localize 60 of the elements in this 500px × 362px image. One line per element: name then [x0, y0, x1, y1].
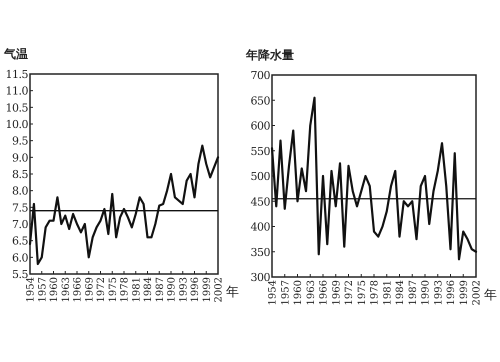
x-tick-label: 1954	[268, 280, 278, 306]
x-tick-label: 2002	[214, 277, 224, 302]
y-tick-label: 9.5	[12, 134, 28, 148]
x-tick-label: 1981	[131, 277, 142, 302]
y-tick-label: 400	[250, 220, 270, 234]
x-tick-label: 1987	[154, 277, 166, 302]
y-tick-label: 10.0	[6, 118, 28, 131]
x-axis-title: 年	[484, 288, 497, 303]
y-tick-label: 9.0	[12, 151, 28, 164]
y-tick-label: 6.5	[12, 234, 28, 248]
x-axis-title: 年	[226, 285, 239, 300]
x-tick-label: 1963	[60, 277, 72, 302]
x-tick-label: 1972	[344, 280, 355, 306]
y-tick-label: 11.0	[6, 84, 28, 98]
y-tick-label: 600	[250, 120, 270, 132]
y-tick-label: 450	[250, 195, 270, 208]
x-tick-label: 1984	[395, 280, 406, 306]
x-tick-label: 1969	[331, 280, 342, 306]
x-tick-label: 1993	[433, 280, 444, 306]
y-tick-label: 7.0	[12, 218, 28, 231]
x-tick-label: 1963	[306, 280, 317, 306]
x-tick-label: 1984	[143, 277, 154, 302]
x-tick-label: 1966	[72, 277, 84, 302]
x-tick-label: 1993	[178, 277, 190, 302]
x-tick-label: 1966	[318, 280, 330, 306]
x-tick-label: 1978	[370, 280, 380, 306]
x-tick-label: 1999	[458, 280, 470, 306]
line-series	[28, 144, 220, 266]
y-tick-label: 6.0	[12, 251, 28, 264]
x-tick-label: 1960	[293, 280, 304, 306]
line-series	[270, 96, 478, 260]
x-tick-label: 1969	[84, 277, 96, 302]
x-tick-label: 1978	[120, 277, 130, 302]
x-tick-label: 1957	[280, 280, 292, 306]
x-tick-label: 1996	[446, 280, 457, 306]
x-tick-label: 1996	[190, 277, 201, 302]
y-tick-label: 350	[250, 246, 270, 259]
y-tick-label: 550	[250, 144, 270, 158]
x-tick-label: 1972	[96, 277, 107, 302]
y-tick-label: 500	[250, 170, 270, 183]
x-tick-label: 2002	[472, 280, 482, 306]
y-tick-label: 650	[250, 94, 270, 108]
y-axis-title: 年降水量	[245, 48, 294, 62]
x-tick-label: 1981	[382, 280, 394, 306]
x-tick-label: 1987	[408, 280, 419, 306]
x-tick-label: 1975	[356, 280, 368, 306]
y-tick-label: 700	[250, 69, 270, 82]
y-tick-label: 10.5	[6, 101, 28, 114]
y-tick-label: 11.5	[6, 68, 28, 81]
y-axis-title: 气温	[3, 47, 28, 61]
y-tick-label: 8.0	[12, 184, 28, 198]
y-tick-label: 8.5	[12, 168, 28, 181]
x-tick-label: 1957	[37, 277, 48, 302]
x-tick-label: 1990	[420, 280, 432, 306]
x-tick-label: 1954	[26, 277, 36, 302]
x-tick-label: 1975	[108, 277, 119, 302]
x-tick-label: 1990	[166, 277, 178, 302]
y-tick-label: 7.5	[12, 201, 28, 214]
x-tick-label: 1960	[49, 277, 60, 302]
x-tick-label: 1999	[202, 277, 213, 302]
